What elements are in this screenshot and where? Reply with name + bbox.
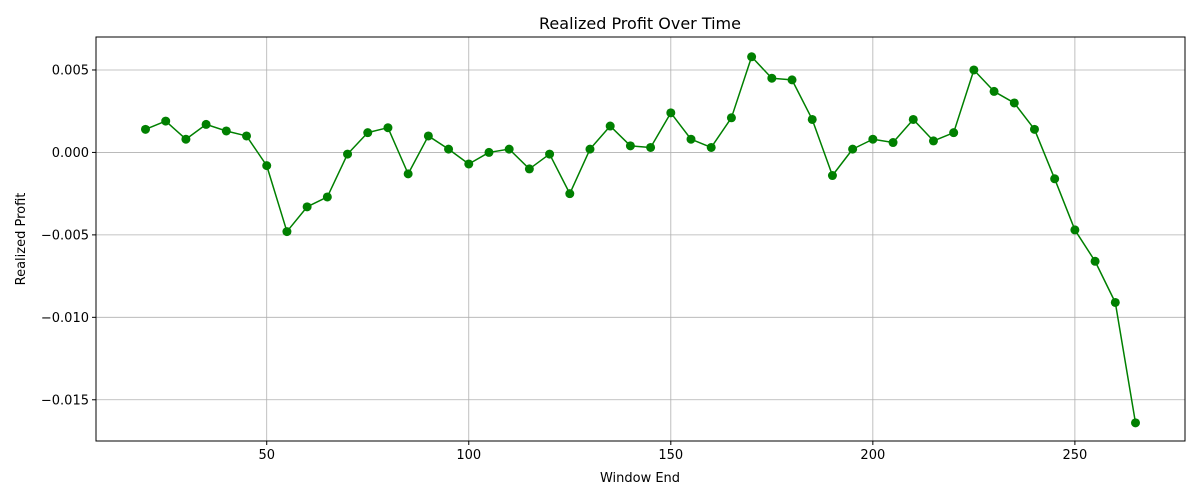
data-point-marker — [585, 144, 595, 154]
data-point-marker — [807, 114, 817, 124]
x-tick-label: 150 — [658, 448, 683, 463]
y-tick-label: −0.010 — [41, 311, 89, 326]
data-point-marker — [767, 73, 777, 83]
data-point-marker — [908, 114, 918, 124]
data-point-marker — [242, 131, 252, 141]
data-point-marker — [141, 124, 150, 134]
data-point-marker — [262, 161, 272, 171]
data-point-marker — [969, 65, 979, 75]
data-point-marker — [1070, 225, 1080, 235]
x-tick-label: 200 — [860, 448, 885, 463]
data-point-marker — [1050, 174, 1060, 184]
data-point-marker — [827, 171, 837, 181]
y-tick-label: −0.015 — [41, 393, 89, 408]
data-point-marker — [686, 134, 696, 144]
data-point-marker — [1009, 98, 1019, 108]
series-line — [145, 56, 1137, 423]
data-point-marker — [524, 164, 534, 174]
data-point-marker — [646, 142, 656, 152]
data-point-marker — [343, 149, 353, 159]
data-point-marker — [161, 116, 171, 126]
data-point-marker — [747, 52, 757, 62]
data-point-marker — [545, 149, 555, 159]
data-point-marker — [464, 159, 474, 169]
data-point-marker — [706, 142, 716, 152]
data-point-marker — [504, 144, 514, 154]
data-point-marker — [302, 202, 312, 212]
data-point-marker — [605, 121, 615, 131]
data-point-marker — [1131, 418, 1140, 428]
plot-area-frame — [95, 36, 1186, 442]
x-axis-title: Window End — [600, 471, 680, 486]
data-point-marker — [1029, 124, 1039, 134]
series-layer — [141, 52, 1140, 428]
grid-layer — [96, 37, 1185, 441]
data-point-marker — [888, 138, 898, 148]
data-point-marker — [423, 131, 433, 141]
data-point-marker — [949, 128, 959, 138]
data-point-marker — [989, 86, 999, 96]
data-point-marker — [484, 147, 494, 157]
data-point-marker — [444, 144, 454, 154]
data-point-marker — [1110, 297, 1120, 307]
y-axis-title: Realized Profit — [14, 193, 29, 286]
data-point-marker — [383, 123, 393, 133]
data-point-marker — [565, 189, 575, 199]
data-point-marker — [928, 136, 938, 146]
data-point-marker — [181, 134, 191, 144]
data-point-marker — [201, 119, 211, 129]
ticks-layer: 50 100 150 200 250 −0.015 −0.010 −0.005 0.000 0.0… — [41, 63, 1087, 463]
data-point-marker — [282, 227, 292, 237]
y-tick-label: 0.005 — [52, 63, 89, 78]
y-tick-label: −0.005 — [41, 228, 89, 243]
data-point-marker — [868, 134, 878, 144]
chart-title: Realized Profit Over Time — [539, 14, 741, 33]
data-point-marker — [221, 126, 231, 136]
data-point-marker — [625, 141, 635, 151]
data-point-marker — [1090, 256, 1100, 266]
data-point-marker — [403, 169, 413, 179]
x-tick-label: 100 — [456, 448, 481, 463]
data-point-marker — [848, 144, 858, 154]
data-point-marker — [322, 192, 332, 202]
x-tick-label: 50 — [258, 448, 275, 463]
x-tick-label: 250 — [1062, 448, 1087, 463]
data-point-marker — [726, 113, 736, 123]
data-point-marker — [666, 108, 676, 118]
y-tick-label: 0.000 — [52, 146, 89, 161]
data-point-marker — [363, 128, 373, 138]
data-point-marker — [787, 75, 797, 85]
